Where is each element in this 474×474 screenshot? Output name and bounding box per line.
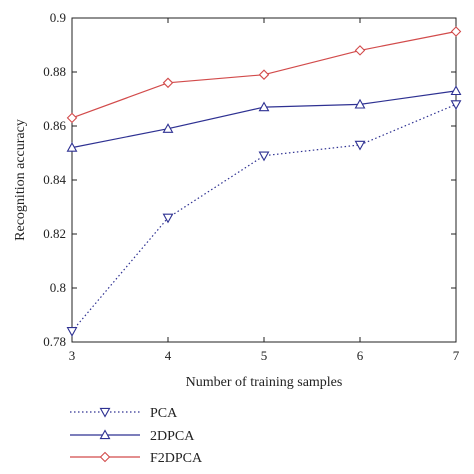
series-2dpca (66, 85, 462, 152)
x-tick-label: 6 (357, 348, 364, 363)
legend-item-pca: PCA (70, 406, 178, 421)
series-f2dpca (66, 26, 462, 124)
data-point-f2dpca (354, 45, 366, 56)
data-point-f2dpca (258, 69, 270, 80)
x-axis-title: Number of training samples (186, 375, 343, 390)
y-tick-label: 0.82 (43, 226, 66, 241)
legend-marker-2dpca (99, 429, 111, 440)
data-point-f2dpca (66, 112, 78, 124)
data-point-pca (258, 151, 270, 162)
legend-marker-f2dpca (99, 451, 111, 463)
series-pca (66, 100, 462, 337)
data-point-pca (66, 327, 78, 337)
legend-label-pca: PCA (150, 406, 178, 421)
legend: PCA 2DPCA F2DPCA (70, 406, 203, 466)
series-line-pca (71, 103, 457, 332)
plot-area (71, 17, 457, 343)
data-point-2dpca (258, 101, 270, 112)
data-point-pca (354, 140, 366, 151)
series-layer (66, 26, 462, 337)
x-tick-label: 5 (261, 348, 268, 363)
y-tick-label: 0.86 (43, 118, 66, 133)
legend-label-2dpca: 2DPCA (150, 429, 195, 444)
legend-marker-pca (99, 407, 111, 418)
data-point-f2dpca (162, 77, 174, 89)
y-tick-label: 0.84 (43, 172, 66, 187)
x-axis: 3 4 5 6 7 (69, 18, 460, 363)
y-tick-label: 0.78 (43, 334, 66, 349)
y-axis: 0.78 0.8 0.82 0.84 0.86 0.88 0.9 (43, 10, 456, 349)
x-tick-label: 4 (165, 348, 172, 363)
y-tick-label: 0.88 (43, 64, 66, 79)
data-point-f2dpca (450, 26, 462, 37)
series-line-2dpca (71, 90, 457, 149)
x-tick-label: 7 (453, 348, 460, 363)
data-point-pca (450, 100, 462, 111)
legend-item-2dpca: 2DPCA (70, 429, 195, 444)
data-point-2dpca (162, 123, 174, 133)
legend-label-f2dpca: F2DPCA (150, 451, 203, 466)
y-tick-label: 0.9 (50, 10, 66, 25)
data-point-2dpca (354, 98, 366, 109)
legend-item-f2dpca: F2DPCA (70, 451, 203, 466)
data-point-2dpca (66, 141, 78, 152)
y-tick-label: 0.8 (50, 280, 66, 295)
x-tick-label: 3 (69, 348, 76, 363)
data-point-pca (162, 213, 174, 224)
y-axis-title: Recognition accuracy (13, 119, 28, 241)
data-point-2dpca (450, 85, 462, 96)
